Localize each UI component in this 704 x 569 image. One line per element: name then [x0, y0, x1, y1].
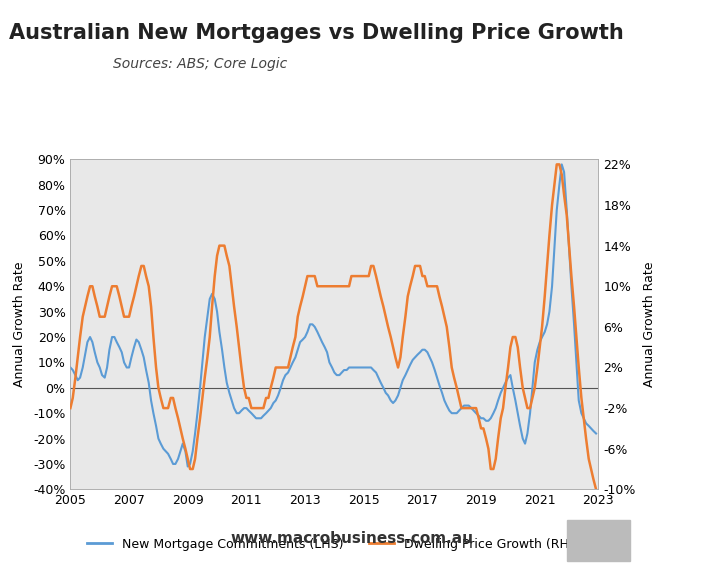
Text: Australian New Mortgages vs Dwelling Price Growth: Australian New Mortgages vs Dwelling Pri…	[9, 23, 624, 43]
Y-axis label: Annual Growth Rate: Annual Growth Rate	[643, 262, 655, 387]
Text: BUSINESS: BUSINESS	[545, 64, 638, 81]
Text: www.macrobusiness.com.au: www.macrobusiness.com.au	[230, 531, 474, 546]
Text: Sources: ABS; Core Logic: Sources: ABS; Core Logic	[113, 57, 287, 71]
Text: MACRO: MACRO	[557, 34, 626, 52]
Y-axis label: Annual Growth Rate: Annual Growth Rate	[13, 262, 26, 387]
Legend: New Mortgage Commitments (LHS), Dwelling Price Growth (RHS): New Mortgage Commitments (LHS), Dwelling…	[82, 533, 586, 556]
